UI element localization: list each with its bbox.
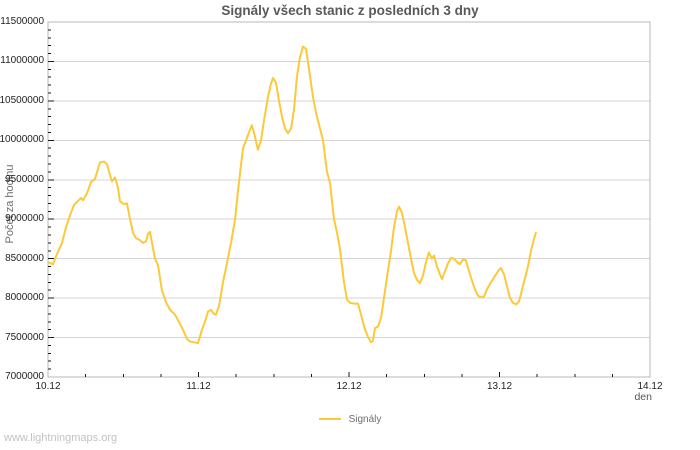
y-tick-label: 10000000 — [0, 134, 44, 146]
x-tick-label: 13.12 — [486, 381, 513, 392]
x-axis-title: den — [634, 391, 652, 403]
y-tick-label: 11000000 — [0, 55, 44, 67]
y-tick-label: 9500000 — [5, 173, 44, 185]
watermark-link[interactable]: www.lightningmaps.org — [4, 432, 118, 444]
x-tick-label: 12.12 — [336, 381, 362, 392]
y-tick-label: 8500000 — [5, 252, 44, 264]
y-tick-label: 9000000 — [5, 213, 44, 225]
chart-title: Signály všech stanic z posledních 3 dny — [221, 3, 479, 18]
y-tick-label: 8000000 — [5, 292, 44, 304]
y-tick-label: 7500000 — [5, 331, 44, 343]
y-tick-label: 7000000 — [5, 371, 44, 382]
x-tick-label: 11.12 — [186, 381, 211, 392]
x-tick-label: 10.12 — [35, 381, 61, 392]
y-tick-label: 10500000 — [0, 94, 44, 106]
legend: Signály — [0, 412, 700, 426]
y-tick-label: 11500000 — [0, 16, 44, 27]
x-tick-label: 14.12 — [637, 381, 663, 392]
legend-label: Signály — [348, 413, 382, 425]
legend-line-swatch — [318, 418, 341, 420]
